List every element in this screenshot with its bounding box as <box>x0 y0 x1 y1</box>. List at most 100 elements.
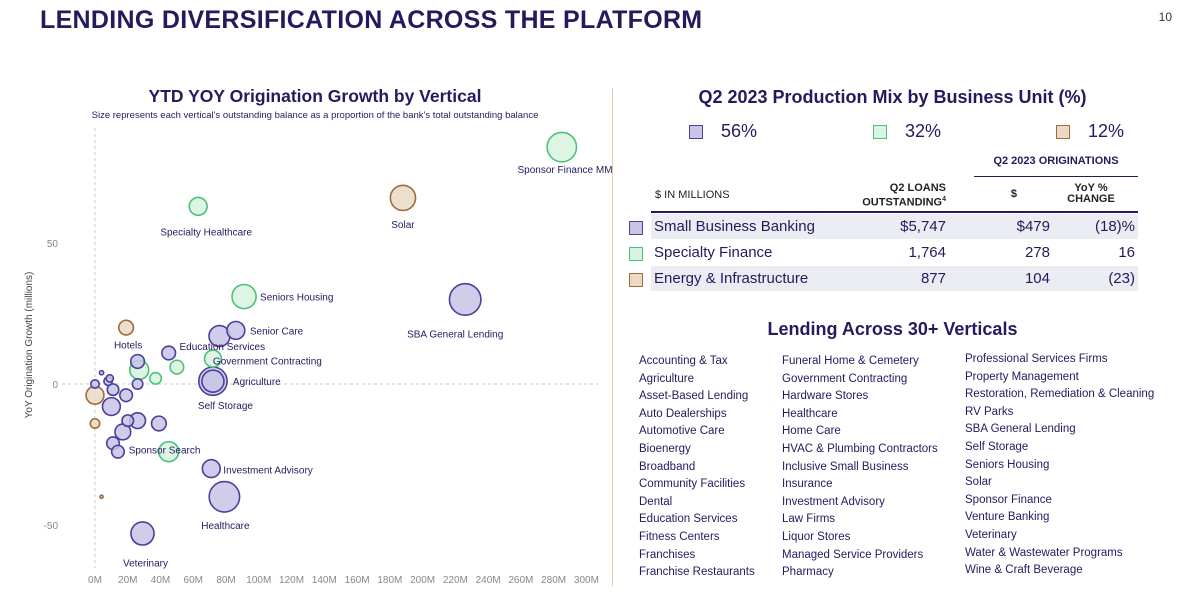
point-label: Sponsor Search <box>129 446 201 457</box>
vertical-item: Solar <box>965 476 992 489</box>
legend-value: 32% <box>905 121 942 141</box>
x-tick-label: 180M <box>377 575 402 586</box>
point-label: Senior Care <box>250 326 304 337</box>
verticals-column-3: Professional Services Firms Property Mana… <box>965 351 1154 580</box>
scatter-point <box>201 369 225 394</box>
x-tick-label: 260M <box>508 575 533 586</box>
table-header-rule <box>651 211 1138 213</box>
chart-subtitle: Size represents each vertical's outstand… <box>92 110 539 121</box>
section-divider <box>612 88 613 586</box>
legend-item-energy: 12% <box>1056 121 1124 142</box>
vertical-item: Law Firms <box>782 513 836 526</box>
page-number: 10 <box>1158 10 1172 24</box>
point-label: Veterinary <box>123 558 168 569</box>
vertical-item: Wine & Craft Beverage <box>965 564 1083 577</box>
vertical-item: Government Contracting <box>782 372 908 385</box>
vertical-item: Property Management <box>965 370 1079 383</box>
vertical-item: Healthcare <box>782 407 838 420</box>
scatter-point <box>389 184 417 212</box>
vertical-item: Fitness Centers <box>639 530 720 543</box>
vertical-item: Liquor Stores <box>782 530 851 543</box>
scatter-point <box>129 353 146 370</box>
vertical-item: Pharmacy <box>782 566 834 579</box>
vertical-item: Education Services <box>639 513 738 526</box>
scatter-point <box>101 396 122 417</box>
vertical-item: HVAC & Plumbing Contractors <box>782 442 938 455</box>
vertical-item: Agriculture <box>639 372 694 385</box>
col-yoy-header: YoY % CHANGE <box>1067 182 1115 205</box>
vertical-item: Professional Services Firms <box>965 353 1108 365</box>
point-label: Specialty Healthcare <box>160 227 252 238</box>
x-tick-label: 100M <box>246 575 271 586</box>
scatter-point <box>226 320 246 341</box>
scatter-point <box>546 131 578 163</box>
vertical-item: Water & Wastewater Programs <box>965 546 1123 559</box>
scatter-point <box>201 458 222 479</box>
legend-value: 12% <box>1088 121 1125 141</box>
vertical-item: Hardware Stores <box>782 390 869 403</box>
legend-swatch <box>1056 124 1070 139</box>
point-label: Hotels <box>114 341 142 352</box>
vertical-item: Inclusive Small Business <box>782 460 909 473</box>
verticals-column-2: Funeral Home & Cemetery Government Contra… <box>782 353 938 582</box>
vertical-item: Insurance <box>782 478 833 491</box>
row-swatch-energy <box>629 273 643 287</box>
x-tick-label: 40M <box>151 575 170 586</box>
point-label: Investment Advisory <box>223 466 312 477</box>
point-label: Self Storage <box>198 401 253 412</box>
legend-item-specialty: 32% <box>873 121 941 142</box>
vertical-item: Veterinary <box>965 528 1017 541</box>
vertical-item: Investment Advisory <box>782 495 885 508</box>
mix-title: Q2 2023 Production Mix by Business Unit … <box>698 87 1087 107</box>
table-row: Specialty Finance 1,764 278 16 <box>654 244 1135 261</box>
vertical-item: Auto Dealerships <box>639 407 727 420</box>
vertical-item: Franchises <box>639 548 696 561</box>
x-tick-label: 200M <box>410 575 435 586</box>
scatter-point <box>150 415 168 432</box>
vertical-item: SBA General Lending <box>965 423 1076 436</box>
vertical-item: Funeral Home & Cemetery <box>782 355 919 367</box>
page-title: LENDING DIVERSIFICATION ACROSS THE PLATF… <box>40 6 703 34</box>
x-tick-label: 0M <box>88 575 102 586</box>
x-tick-label: 120M <box>279 575 304 586</box>
point-label: Education Services <box>179 342 265 353</box>
scatter-point <box>121 414 135 428</box>
vertical-item: Bioenergy <box>639 442 691 455</box>
y-tick-label: 0 <box>52 380 58 391</box>
scatter-point <box>203 349 223 368</box>
scatter-point <box>106 383 120 397</box>
y-tick-label: -50 <box>44 521 59 532</box>
verticals-title: Lending Across 30+ Verticals <box>767 319 1018 339</box>
legend-swatch <box>689 124 703 139</box>
vertical-item: Broadband <box>639 460 696 473</box>
table-row: Energy & Infrastructure 877 104 (23) <box>651 266 1138 291</box>
point-label: SBA General Lending <box>407 329 503 340</box>
point-label: Agriculture <box>233 377 281 388</box>
vertical-item: Restoration, Remediation & Cleaning <box>965 388 1155 401</box>
point-label: Seniors Housing <box>260 293 333 304</box>
verticals-column-1: Accounting & Tax Agriculture Asset-Based L… <box>639 353 755 582</box>
point-label: Solar <box>391 220 415 231</box>
scatter-point <box>149 371 163 385</box>
scatter-point <box>169 359 185 375</box>
row-swatch-small-business <box>629 221 643 235</box>
vertical-item: Dental <box>639 495 673 508</box>
vertical-item: Venture Banking <box>965 511 1050 524</box>
chart-title: YTD YOY Origination Growth by Vertical <box>149 86 482 106</box>
col-loans-header: Q2 LOANS OUTSTANDING4 <box>862 182 946 209</box>
scatter-point <box>208 480 241 513</box>
vertical-item: Community Facilities <box>639 478 746 491</box>
col-units-header: $ IN MILLIONS <box>655 189 730 201</box>
scatter-point <box>90 378 101 389</box>
point-label: Government Contracting <box>213 357 322 368</box>
scatter-point <box>98 369 105 376</box>
vertical-item: Automotive Care <box>639 425 725 438</box>
scatter-point <box>448 282 482 316</box>
scatter-point <box>117 319 135 336</box>
vertical-item: Home Care <box>782 425 841 438</box>
scatter-point <box>110 444 126 459</box>
x-tick-label: 160M <box>345 575 370 586</box>
vertical-item: Sponsor Finance <box>965 493 1052 506</box>
table-row: Small Business Banking $5,747 $479 (18)% <box>651 214 1138 239</box>
x-tick-label: 240M <box>476 575 501 586</box>
